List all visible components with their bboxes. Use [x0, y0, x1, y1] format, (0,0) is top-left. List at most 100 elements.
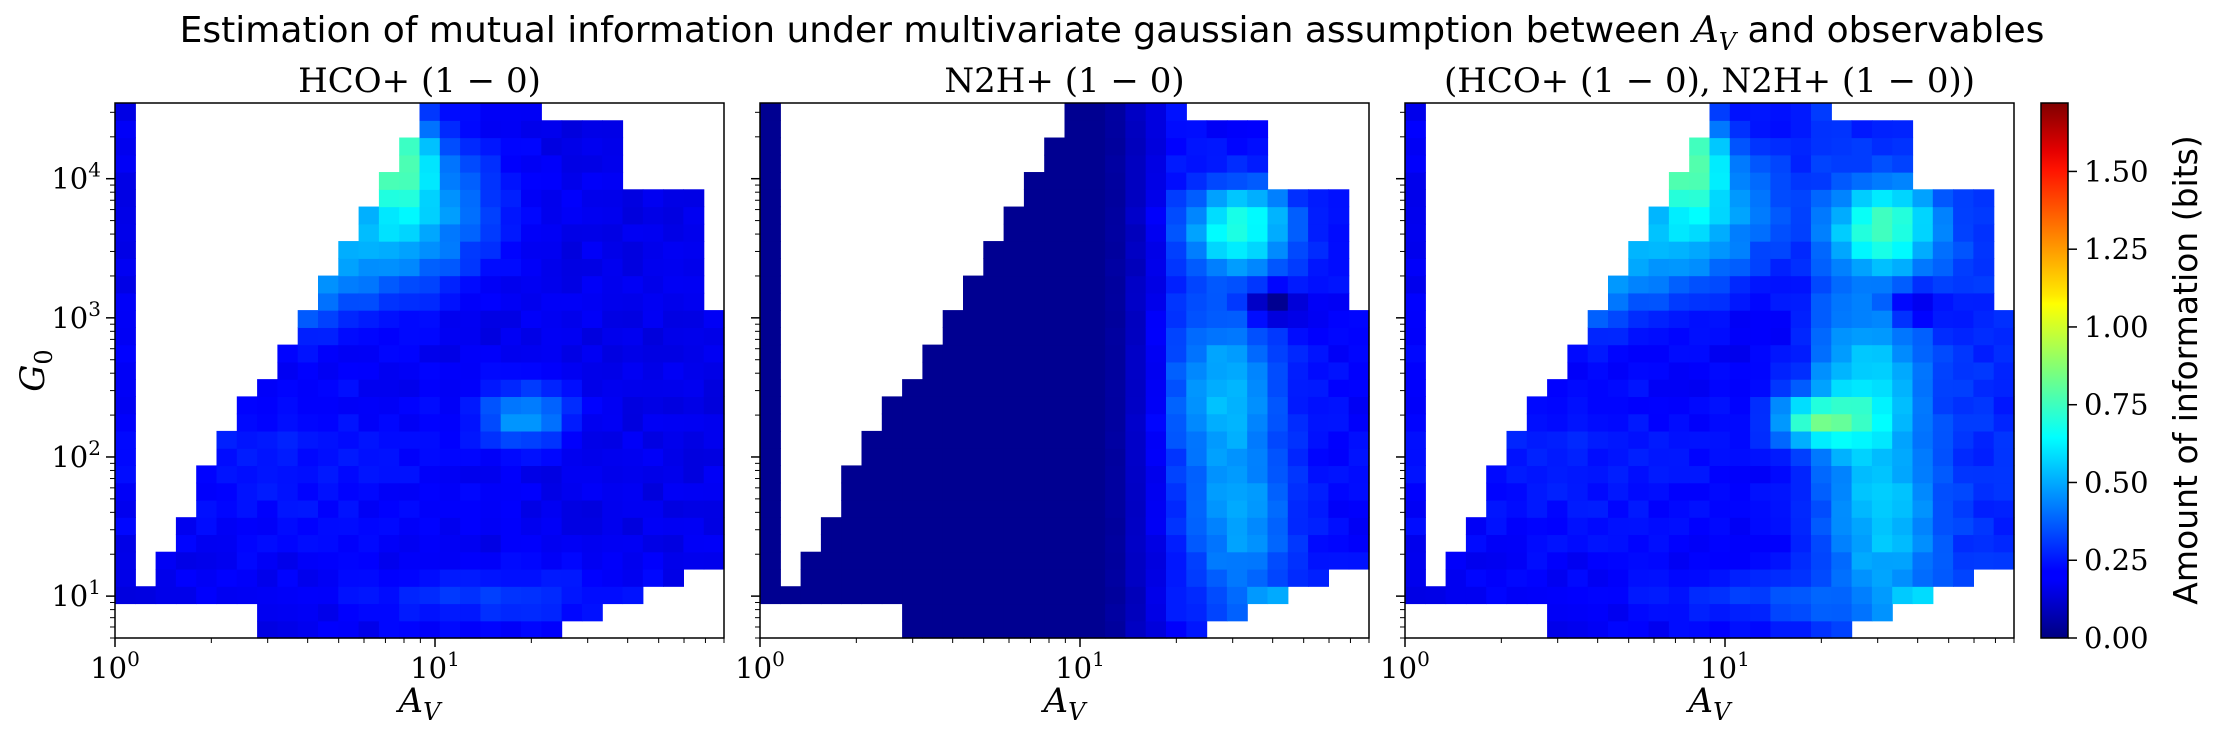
heatmap-cell — [1105, 620, 1126, 639]
heatmap-cell — [1709, 172, 1731, 190]
heatmap-cell — [683, 482, 705, 501]
heatmap-cell — [216, 430, 238, 449]
heatmap-cell — [277, 430, 299, 449]
heatmap-cell — [1166, 361, 1187, 380]
heatmap-cell — [1084, 327, 1106, 346]
heatmap-cell — [703, 517, 725, 536]
heatmap-cell — [581, 568, 603, 587]
heatmap-cell — [1186, 292, 1208, 311]
heatmap-cell — [663, 241, 684, 259]
heatmap-cell — [1871, 568, 1893, 587]
heatmap-cell — [622, 206, 644, 225]
heatmap-cell — [683, 223, 705, 242]
heatmap-cell — [399, 430, 421, 449]
heatmap-cell — [963, 603, 984, 622]
heatmap-cell — [663, 310, 684, 328]
panel-title: (HCO+ (1 − 0), N2H+ (1 − 0)) — [1444, 61, 1975, 101]
heatmap-cell — [1608, 586, 1629, 605]
heatmap-cell — [1166, 137, 1187, 156]
heatmap-cell — [1206, 482, 1228, 501]
heatmap-cell — [683, 275, 705, 294]
heatmap-cell — [1003, 396, 1025, 415]
heatmap-cell — [358, 361, 380, 380]
heatmap-cell — [881, 396, 903, 415]
heatmap-cell — [760, 172, 781, 190]
heatmap-cell — [1486, 482, 1508, 501]
heatmap-cell — [841, 482, 863, 501]
heatmap-cell — [1226, 206, 1248, 225]
heatmap-cell — [1226, 258, 1248, 277]
heatmap-cell — [500, 103, 522, 121]
heatmap-cell — [1064, 534, 1086, 553]
heatmap-cell — [760, 361, 781, 380]
heatmap-cell — [1084, 103, 1106, 121]
heatmap-cell — [378, 327, 400, 346]
heatmap-cell — [1247, 413, 1269, 432]
heatmap-cell — [1226, 499, 1248, 518]
heatmap-cell — [602, 206, 624, 225]
heatmap-cell — [760, 430, 781, 449]
heatmap-cell — [561, 517, 583, 536]
heatmap-cell — [1328, 223, 1350, 242]
heatmap-cell — [1729, 172, 1751, 190]
heatmap-cell — [500, 396, 522, 415]
heatmap-cell — [1831, 568, 1853, 587]
heatmap-cell — [1790, 103, 1812, 121]
heatmap-cell — [1348, 396, 1370, 415]
heatmap-cell — [521, 327, 542, 346]
colorbar-gradient — [2040, 102, 2069, 639]
heatmap-cell — [1790, 448, 1812, 467]
heatmap-cell — [1186, 137, 1208, 156]
heatmap-cell — [1247, 551, 1269, 570]
heatmap-cell — [1831, 603, 1853, 622]
heatmap-cell — [1547, 534, 1568, 553]
heatmap-cell — [439, 586, 461, 605]
heatmap-cell — [1125, 258, 1147, 277]
heatmap-cell — [1206, 189, 1228, 208]
heatmap-cell — [1567, 413, 1589, 432]
heatmap-cell — [1851, 430, 1873, 449]
heatmap-cell — [1145, 620, 1167, 639]
heatmap-cell — [1247, 586, 1269, 605]
heatmap-cell — [1770, 603, 1792, 622]
heatmap-cell — [1105, 120, 1126, 139]
heatmap-cell — [115, 568, 136, 587]
heatmap-cell — [942, 586, 964, 605]
heatmap-cell — [1729, 344, 1751, 363]
heatmap-cell — [1348, 413, 1370, 432]
heatmap-cell — [1084, 568, 1106, 587]
heatmap-cell — [1084, 603, 1106, 622]
heatmap-cell — [1871, 206, 1893, 225]
heatmap-cell — [1145, 120, 1167, 139]
heatmap-cell — [1729, 241, 1751, 259]
heatmap-cell — [1648, 620, 1670, 639]
heatmap-cell — [1811, 517, 1832, 536]
heatmap-cell — [622, 241, 644, 259]
heatmap-cell — [338, 327, 360, 346]
heatmap-cell — [922, 396, 944, 415]
heatmap-cell — [338, 482, 360, 501]
heatmap-cell — [500, 551, 522, 570]
heatmap-cell — [902, 499, 923, 518]
heatmap-cell — [1689, 206, 1711, 225]
heatmap-cell — [1125, 310, 1147, 328]
heatmap-cell — [1226, 327, 1248, 346]
heatmap-cell — [1871, 137, 1893, 156]
heatmap-cell — [1186, 430, 1208, 449]
heatmap-cell — [521, 586, 542, 605]
heatmap-cell — [257, 499, 278, 518]
heatmap-cell — [1851, 448, 1873, 467]
heatmap-cell — [1105, 430, 1126, 449]
heatmap-cell — [1003, 223, 1025, 242]
heatmap-cell — [1770, 430, 1792, 449]
heatmap-cell — [1186, 361, 1208, 380]
heatmap-cell — [1267, 551, 1289, 570]
heatmap-cell — [1308, 241, 1329, 259]
heatmap-cell — [1932, 292, 1954, 311]
heatmap-cell — [1023, 568, 1045, 587]
heatmap-cell — [277, 465, 299, 484]
heatmap-cell — [983, 499, 1005, 518]
heatmap-cell — [1831, 258, 1853, 277]
heatmap-cell — [1932, 275, 1954, 294]
heatmap-cell — [541, 206, 563, 225]
